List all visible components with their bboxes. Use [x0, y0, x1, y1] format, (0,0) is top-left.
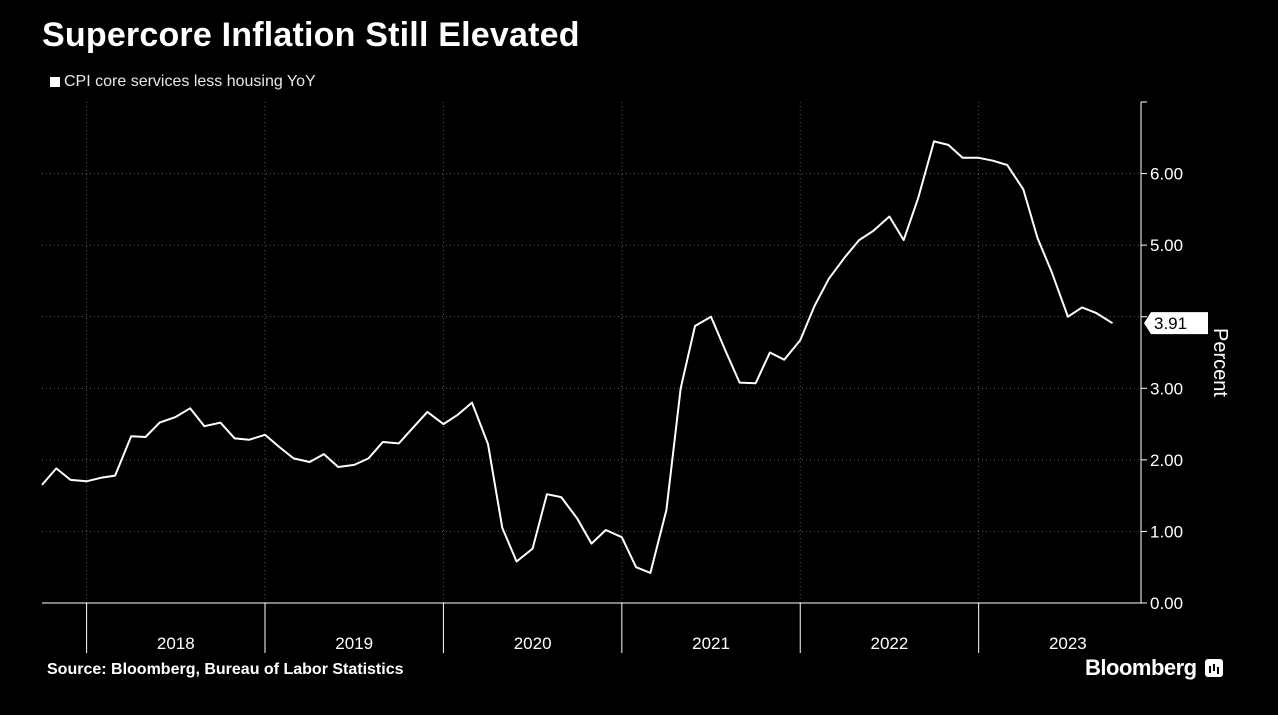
bar-chart-icon — [1204, 659, 1223, 677]
y-tick-label: 5.00 — [1150, 236, 1183, 255]
y-tick-label: 6.00 — [1150, 165, 1183, 184]
series-layer — [41, 140, 1114, 574]
x-year-label: 2021 — [692, 634, 730, 653]
x-year-label: 2019 — [335, 634, 373, 653]
last-value-label: 3.91 — [1154, 314, 1187, 333]
bloomberg-logo: Bloomberg — [1085, 655, 1223, 681]
y-axis-title: Percent — [1209, 328, 1231, 397]
x-year-label: 2022 — [871, 634, 909, 653]
axis-layer — [42, 101, 1147, 653]
x-year-label: 2023 — [1049, 634, 1087, 653]
legend-swatch — [50, 77, 60, 87]
series-line — [41, 140, 1114, 574]
grid-layer — [42, 102, 1141, 603]
source-note: Source: Bloomberg, Bureau of Labor Stati… — [47, 661, 404, 678]
brand-name: Bloomberg — [1085, 655, 1197, 680]
x-year-label: 2020 — [514, 634, 552, 653]
y-tick-label: 1.00 — [1150, 522, 1183, 541]
last-value-marker — [1144, 312, 1208, 335]
y-tick-label: 0.00 — [1150, 594, 1183, 613]
x-year-label: 2018 — [157, 634, 195, 653]
y-tick-label: 3.00 — [1150, 379, 1183, 398]
legend-label: CPI core services less housing YoY — [64, 73, 316, 90]
legend: CPI core services less housing YoY — [50, 73, 316, 91]
y-tick-label: 2.00 — [1150, 451, 1183, 470]
chart-title: Supercore Inflation Still Elevated — [42, 16, 580, 54]
label-layer: 0.00 1.00 2.00 3.00 5.00 6.00 2018 2019 2020 2021… — [157, 165, 1231, 653]
